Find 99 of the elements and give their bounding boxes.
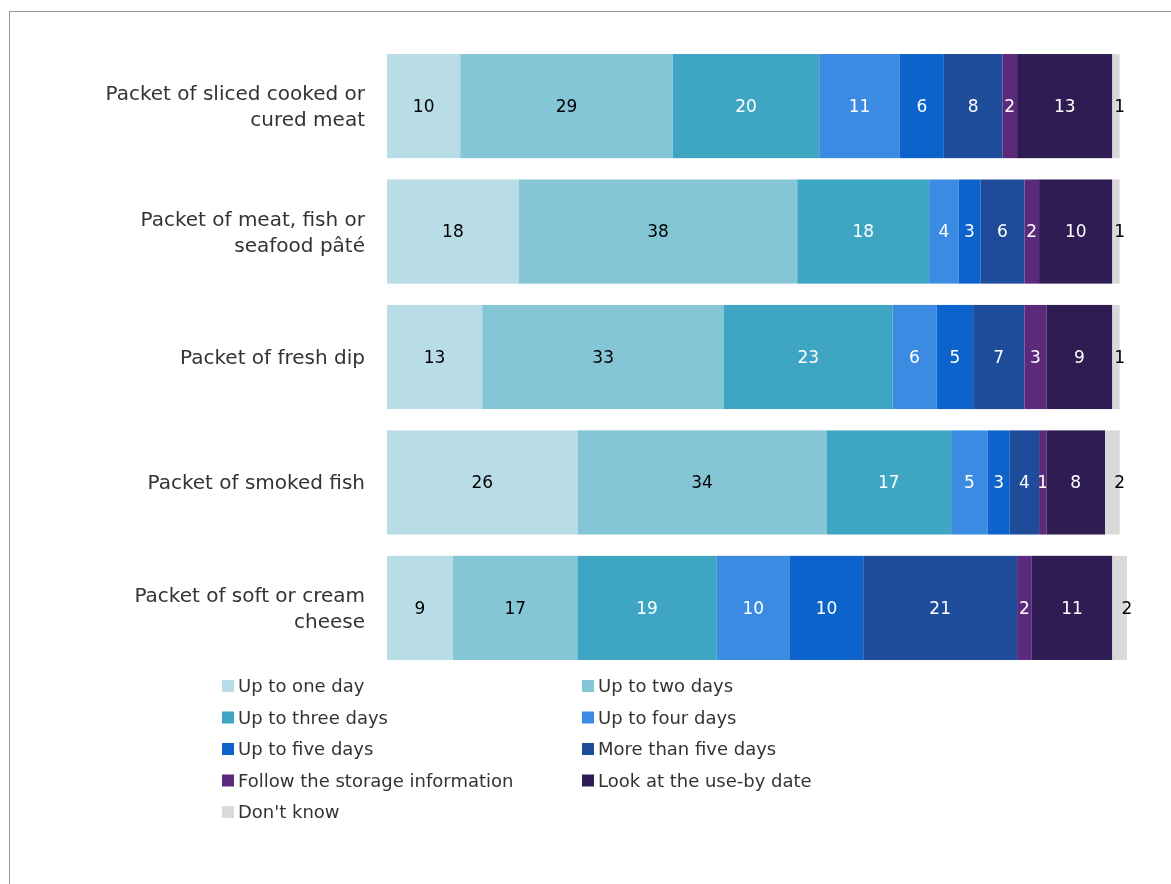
bar bbox=[936, 304, 974, 410]
data-label: 3 bbox=[1030, 346, 1041, 367]
y-tick-label: Packet of meat, fish or seafood pâté bbox=[140, 206, 366, 257]
bar bbox=[387, 304, 483, 410]
bar bbox=[1046, 430, 1106, 535]
data-label: 17 bbox=[504, 597, 527, 618]
data-label: 17 bbox=[878, 472, 900, 493]
legend-label: Follow the storage information bbox=[238, 769, 514, 791]
y-tick-label: Packet of sliced cooked or cured meat bbox=[105, 81, 366, 132]
legend-label: More than five days bbox=[598, 738, 777, 760]
bar bbox=[819, 54, 900, 159]
data-label: 1 bbox=[1037, 472, 1049, 493]
data-label: 10 bbox=[742, 597, 765, 618]
data-label: 1 bbox=[1114, 221, 1126, 242]
bar bbox=[797, 179, 930, 284]
bar bbox=[387, 54, 461, 159]
data-label: 8 bbox=[967, 96, 979, 117]
data-label: 38 bbox=[647, 221, 669, 242]
data-label: 4 bbox=[938, 221, 950, 242]
bar bbox=[387, 555, 453, 660]
data-label: 13 bbox=[423, 346, 446, 367]
data-label: 11 bbox=[1061, 597, 1083, 618]
bar bbox=[1039, 179, 1113, 284]
bar bbox=[951, 430, 988, 535]
legend-label: Up to two days bbox=[598, 675, 734, 697]
data-label: 7 bbox=[993, 346, 1005, 367]
data-label: 20 bbox=[735, 96, 757, 117]
data-label: 4 bbox=[1019, 472, 1030, 493]
bar bbox=[672, 54, 820, 159]
bar bbox=[716, 555, 790, 660]
data-label: 6 bbox=[916, 96, 928, 117]
y-tick-label: Packet of smoked fish bbox=[147, 470, 365, 495]
data-label: 3 bbox=[964, 221, 975, 242]
bar bbox=[929, 179, 959, 284]
data-label: 5 bbox=[964, 472, 975, 493]
data-label: 6 bbox=[997, 221, 1008, 242]
data-label: 9 bbox=[1073, 346, 1085, 367]
bar bbox=[1039, 430, 1047, 535]
bar bbox=[899, 54, 944, 159]
bar bbox=[577, 555, 717, 660]
data-label: 6 bbox=[909, 346, 920, 367]
bar bbox=[1017, 555, 1032, 660]
bar bbox=[1024, 304, 1047, 410]
bar bbox=[987, 430, 1010, 535]
data-label: 23 bbox=[797, 346, 820, 367]
bar bbox=[518, 179, 798, 284]
data-label: 26 bbox=[471, 472, 494, 493]
data-label: 8 bbox=[1070, 472, 1082, 493]
bar bbox=[1024, 179, 1040, 284]
data-label: 2 bbox=[1114, 472, 1126, 493]
data-label: 19 bbox=[636, 597, 658, 618]
data-label: 5 bbox=[949, 346, 961, 367]
bar bbox=[980, 179, 1025, 284]
bar bbox=[973, 304, 1025, 410]
data-label: 1 bbox=[1114, 96, 1126, 117]
bar bbox=[724, 304, 893, 410]
y-tick-label: Packet of fresh dip bbox=[180, 345, 365, 369]
legend-label: Up to four days bbox=[598, 706, 737, 728]
bar bbox=[943, 54, 1003, 159]
data-label: 2 bbox=[1004, 96, 1016, 117]
bar bbox=[577, 430, 827, 535]
legend-label: Up to three days bbox=[238, 706, 388, 728]
data-label: 18 bbox=[852, 221, 875, 242]
bar bbox=[1002, 54, 1018, 159]
legend-label: Look at the use-by date bbox=[598, 769, 812, 791]
legend-label: Up to one day bbox=[238, 675, 365, 697]
data-label: 10 bbox=[412, 96, 435, 117]
legend-label: Up to five days bbox=[238, 738, 374, 760]
bar bbox=[482, 304, 725, 410]
data-label: 10 bbox=[815, 597, 838, 618]
legend-label: Don't know bbox=[238, 801, 340, 823]
bar bbox=[452, 555, 578, 660]
data-label: 18 bbox=[442, 221, 464, 242]
y-tick-label: Packet of soft or cream cheese bbox=[134, 582, 365, 633]
bar bbox=[789, 555, 864, 660]
data-label: 11 bbox=[848, 96, 871, 117]
data-label: 9 bbox=[414, 597, 426, 618]
data-label: 13 bbox=[1053, 96, 1076, 117]
bar bbox=[826, 430, 952, 535]
data-label: 10 bbox=[1064, 221, 1087, 242]
bar bbox=[1031, 555, 1113, 660]
data-label: 1 bbox=[1114, 346, 1126, 367]
data-label: 2 bbox=[1019, 597, 1030, 618]
data-label: 21 bbox=[929, 597, 951, 618]
bar bbox=[958, 179, 981, 284]
data-label: 33 bbox=[592, 346, 614, 367]
bar bbox=[892, 304, 937, 410]
data-label: 3 bbox=[993, 472, 1005, 493]
bar bbox=[863, 555, 1018, 660]
bar bbox=[1046, 304, 1113, 410]
data-label: 34 bbox=[691, 472, 713, 493]
bar bbox=[1009, 430, 1040, 535]
bar bbox=[387, 430, 578, 535]
data-label: 2 bbox=[1121, 597, 1133, 618]
bar bbox=[460, 54, 673, 159]
data-label: 2 bbox=[1026, 221, 1038, 242]
data-label: 29 bbox=[555, 96, 578, 117]
bar bbox=[1017, 54, 1113, 159]
bar bbox=[387, 179, 519, 284]
